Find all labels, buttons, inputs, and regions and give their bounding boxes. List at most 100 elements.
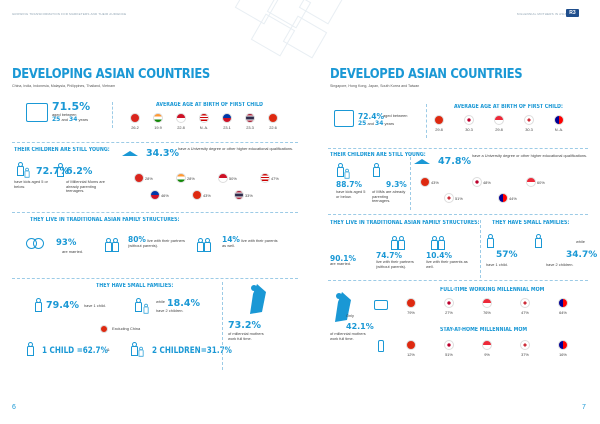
page-number: 7: [582, 404, 586, 411]
parent-icon: [486, 234, 494, 248]
singapore-flag-icon: [482, 340, 492, 350]
china-flag-icon: [268, 113, 278, 123]
graduation-cap-icon: [414, 159, 430, 164]
flag-value: 9%: [484, 352, 490, 357]
avg-age-title: AVERAGE AGE AT BIRTH OF FIRST CHILD:: [454, 104, 563, 110]
work-text: of millennial mothers work full time.: [330, 331, 366, 341]
parent-icon: [437, 236, 445, 250]
parent-icon: [16, 162, 24, 176]
kids5-text: have kids aged 5 or below.: [336, 189, 366, 199]
uni-percent: 47.8%: [438, 156, 471, 167]
taiwan-flag-icon: [558, 340, 568, 350]
aged-label: aged between: [52, 112, 77, 117]
young-title: THEIR CHILDREN ARE STILL YOUNG:: [330, 152, 426, 158]
partners-line: 80% live with their partners (without pa…: [128, 235, 185, 248]
calendar-icon: [26, 103, 48, 122]
flag-value: 29.8: [495, 127, 503, 132]
taiwan-flag-icon: [554, 115, 564, 125]
flag-value: 51%: [455, 196, 463, 201]
calendar-icon: [334, 110, 354, 127]
one-child-percent: 57%: [496, 250, 518, 260]
page-header: MILLENNIAL MOTHERS IN ASIA: [517, 12, 567, 16]
hongkong-flag-icon: [434, 115, 444, 125]
china-flag-icon: [192, 190, 202, 200]
parent-icon: [130, 342, 138, 356]
singapore-flag-icon: [482, 298, 492, 308]
philippines-flag-icon: [222, 113, 232, 123]
flag-value: 22.6: [269, 125, 277, 130]
country-list: Singapore, Hong Kong, Japan, South Korea…: [330, 84, 420, 88]
flag-value: 28%: [187, 176, 195, 181]
young-title: THEIR CHILDREN ARE STILL YOUNG:: [14, 147, 110, 153]
hongkong-flag-icon: [406, 298, 416, 308]
two-children-eq: 2 CHILDREN=31.7%: [152, 346, 232, 356]
parent-icon: [26, 342, 34, 356]
southkorea-flag-icon: [520, 298, 530, 308]
flag-value: 46%: [161, 193, 169, 198]
uni-text: have a University degree or other higher…: [178, 146, 294, 151]
avg-age-title: AVERAGE AGE AT BIRTH OF FIRST CHILD: [156, 102, 263, 108]
parent-icon: [390, 236, 398, 250]
child-icon: [24, 167, 30, 178]
aged-label: aged between: [383, 113, 408, 118]
flag-value: 47%: [521, 310, 529, 315]
small-title: THEY HAVE SMALL FAMILIES:: [492, 220, 570, 226]
flag-value: 12%: [407, 352, 415, 357]
flag-value: 43%: [431, 180, 439, 185]
supermom-icon: [335, 292, 351, 322]
sah-title: STAY-AT-HOME MILLENNIAL MOM: [440, 327, 528, 333]
one-child-eq: 1 CHILD =62.7%: [42, 346, 108, 356]
flag-value: 48%: [483, 180, 491, 185]
country-list: China, India, Indonesia, Malaysia, Phili…: [12, 84, 116, 88]
flag-value: 30.3: [525, 127, 533, 132]
malaysia-flag-icon: [260, 173, 270, 183]
child-icon: [138, 346, 144, 357]
page-title: DEVELOPING ASIAN COUNTRIES: [12, 66, 210, 82]
child-icon: [344, 168, 350, 179]
japan-flag-icon: [472, 177, 482, 187]
vietnam-flag-icon: [130, 113, 140, 123]
married-percent: 90.1%: [330, 254, 357, 263]
page-header: GROWING TRANSFORMATION FOR MARKETERS AND…: [12, 12, 127, 16]
partners-text: live with their partners (without parent…: [376, 259, 414, 269]
teen-text: of Millennial Moms are already parenting…: [66, 179, 105, 194]
kids5-percent: 88.7%: [336, 180, 363, 189]
singapore-flag-icon: [526, 177, 536, 187]
flag-value: 50%: [229, 176, 237, 181]
parents-line: 14% live with their parents as well.: [222, 235, 278, 248]
supermom-icon: [250, 284, 266, 314]
flag-value: 28%: [145, 176, 153, 181]
married-text: are married.: [62, 249, 83, 254]
teen-icon: [372, 163, 380, 177]
parents-text: live with their parents as well.: [426, 259, 468, 269]
parent-icon: [203, 238, 211, 252]
japan-flag-icon: [444, 298, 454, 308]
only-label: Only: [346, 313, 354, 318]
flag-value: 30.3: [465, 127, 473, 132]
parent-icon: [397, 236, 405, 250]
partners-percent: 74.7%: [376, 251, 403, 260]
flag-value: 76%: [483, 310, 491, 315]
parent-icon: [430, 236, 438, 250]
aged-range: 25 and 34 years: [358, 120, 395, 127]
teen-percent: 6.2%: [66, 166, 93, 177]
logo: R3: [566, 9, 579, 17]
japan-flag-icon: [444, 340, 454, 350]
parent-icon: [336, 163, 344, 177]
flag-value: 19.9: [154, 125, 162, 130]
taiwan-flag-icon: [558, 298, 568, 308]
small-title: THEY HAVE SMALL FAMILIES:: [96, 283, 174, 289]
kids5-percent: 72.7%: [36, 166, 69, 177]
aged-range: 25 and 34 years: [52, 116, 89, 123]
baby-bottle-icon: [378, 340, 384, 352]
trad-title: THEY LIVE IN TRADITIONAL ASIAN FAMILY ST…: [30, 217, 180, 223]
flag-value: 79%: [407, 310, 415, 315]
flag-value: 37%: [521, 352, 529, 357]
flag-value: 27%: [445, 310, 453, 315]
aged-percent: 72.4%: [358, 112, 385, 121]
flag-value: 47%: [271, 176, 279, 181]
two-child-percent: 34.7%: [566, 250, 598, 260]
china-flag-icon: [100, 325, 108, 333]
work-percent: 73.2%: [228, 320, 261, 331]
parents-percent: 10.4%: [426, 251, 453, 260]
